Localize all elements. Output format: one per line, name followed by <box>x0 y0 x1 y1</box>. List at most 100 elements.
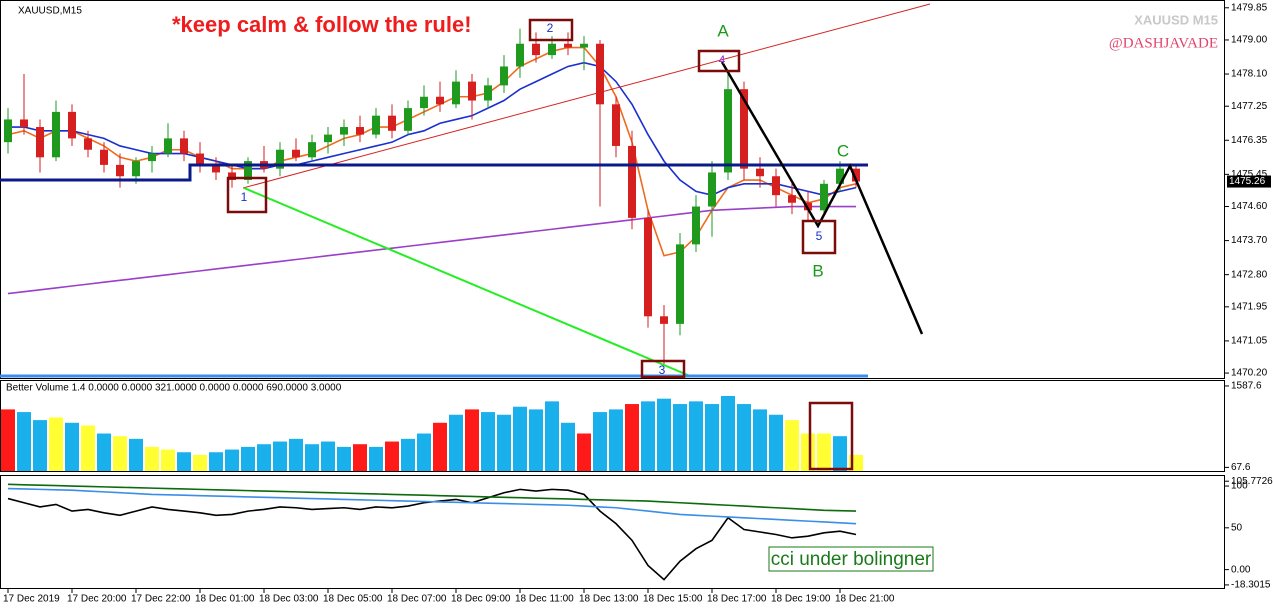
box-label: 5 <box>816 229 823 243</box>
volume-bar <box>577 433 591 471</box>
y-tick-label: 0.00 <box>1231 564 1251 575</box>
plot-layer <box>1 28 863 581</box>
series-line <box>7 205 856 295</box>
y-tick-label: 1472.80 <box>1231 269 1268 280</box>
volume-box <box>808 401 854 471</box>
volume-bar <box>49 417 63 471</box>
trend-line <box>242 3 931 189</box>
y-tick-label: 1471.95 <box>1231 301 1268 312</box>
volume-bar <box>449 414 463 471</box>
candle-body <box>132 161 140 177</box>
volume-bar <box>369 446 383 471</box>
volume-bar <box>689 401 703 471</box>
candle-body <box>676 244 684 324</box>
wave-box <box>640 359 686 379</box>
volume-bar <box>737 404 751 471</box>
x-tick-label: 18 Dec 07:00 <box>387 594 447 605</box>
y-tick-label: 1470.20 <box>1231 368 1268 379</box>
y-tick-label: 1587.6 <box>1231 381 1262 392</box>
x-tick-label: 18 Dec 15:00 <box>643 594 703 605</box>
volume-bar <box>193 454 207 471</box>
volume-bar <box>385 441 399 471</box>
watermark: XAUUSD M15 <box>1134 12 1218 27</box>
volume-bar <box>641 401 655 471</box>
candle-body <box>388 115 396 131</box>
candle-body <box>164 138 172 154</box>
wave-box <box>528 18 574 42</box>
x-tick-label: 18 Dec 01:00 <box>195 594 255 605</box>
candle-body <box>356 127 364 135</box>
candle-body <box>692 206 700 245</box>
volume-bar <box>417 433 431 471</box>
candle-body <box>564 43 572 48</box>
volume-bar <box>97 433 111 471</box>
y-tick-label: 1479.00 <box>1231 35 1268 46</box>
wave-label: A <box>717 21 729 40</box>
x-tick-label: 18 Dec 11:00 <box>515 594 574 605</box>
volume-bar <box>17 412 31 471</box>
candle-body <box>148 153 156 162</box>
x-tick-label: 17 Dec 22:00 <box>131 594 191 605</box>
annotation: cci under bolingner <box>771 549 932 570</box>
y-tick-label: 1479.85 <box>1231 2 1268 13</box>
volume-bar <box>801 433 815 471</box>
y-tick-label: 1475.45 <box>1231 169 1268 180</box>
candle-body <box>532 43 540 56</box>
volume-bar <box>593 412 607 471</box>
y-tick-label: 105.7726 <box>1231 476 1273 487</box>
candle-body <box>20 119 28 128</box>
candle-body <box>500 66 508 86</box>
candle-body <box>628 145 636 218</box>
y-tick-label: 67.6 <box>1231 462 1251 473</box>
x-tick-label: 17 Dec 2019 <box>3 594 60 605</box>
volume-bar <box>33 420 47 471</box>
candle-body <box>116 164 124 177</box>
candle-body <box>580 43 588 48</box>
candle-body <box>244 161 252 181</box>
candle-body <box>4 119 12 143</box>
y-tick-label: 1471.05 <box>1231 336 1268 347</box>
volume-bar <box>529 409 543 471</box>
volume-bar <box>513 406 527 471</box>
candle-body <box>516 43 524 67</box>
candle-body <box>372 115 380 135</box>
candle-body <box>660 316 668 324</box>
volume-bar <box>433 422 447 471</box>
wave-box <box>801 219 837 255</box>
x-tick-label: 18 Dec 09:00 <box>451 594 511 605</box>
wave-box <box>697 49 741 73</box>
volume-bar <box>561 422 575 471</box>
volume-bar <box>609 409 623 471</box>
volume-bar <box>353 444 367 471</box>
wave-label: C <box>837 141 849 160</box>
x-tick-label: 18 Dec 17:00 <box>707 594 767 605</box>
y-tick-label: 50 <box>1231 522 1243 533</box>
series-line <box>7 483 857 512</box>
candle-body <box>756 168 764 177</box>
candle-body <box>436 96 444 105</box>
wave-box <box>226 176 268 214</box>
candle-body <box>644 217 652 317</box>
candle-body <box>52 111 60 158</box>
volume-bar <box>145 446 159 471</box>
candle-body <box>740 89 748 169</box>
volume-bar <box>401 438 415 471</box>
y-tick-label: 1474.60 <box>1231 201 1268 212</box>
candle-body <box>84 138 92 150</box>
x-tick-label: 18 Dec 05:00 <box>323 594 383 605</box>
price-tag <box>1227 175 1271 188</box>
candle-body <box>196 153 204 165</box>
candle-body <box>852 168 860 182</box>
candle-body <box>212 164 220 173</box>
volume-bar <box>257 444 271 471</box>
annotation: *keep calm & follow the rule! <box>172 12 472 37</box>
wave-label: B <box>812 261 823 280</box>
volume-bar <box>769 414 783 471</box>
volume-bar <box>305 444 319 471</box>
candle-body <box>820 183 828 211</box>
main-panel <box>0 0 1225 379</box>
x-tick-label: 17 Dec 20:00 <box>67 594 127 605</box>
panel-title: Better Volume 1.4 0.0000 0.0000 321.0000… <box>6 383 342 394</box>
volume-bar <box>129 438 143 471</box>
candle-body <box>404 108 412 131</box>
